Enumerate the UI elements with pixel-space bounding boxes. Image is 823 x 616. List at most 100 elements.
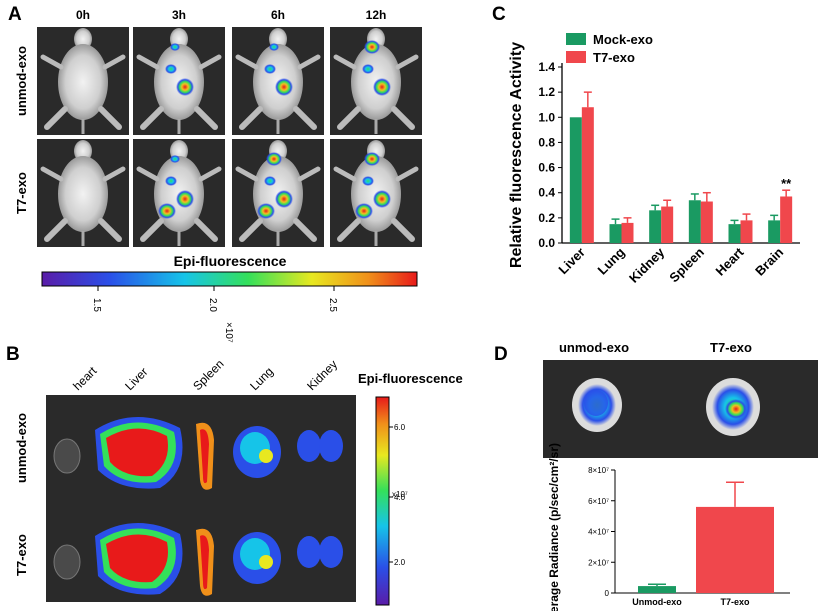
organ-liver (95, 416, 183, 489)
signal-body (264, 64, 276, 74)
c-y-tick-label: 0.4 (538, 186, 555, 200)
panel-c: C 0.0 0.2 0.4 0.6 0.8 1.0 1.2 1.4 Relative fluor… (492, 4, 800, 286)
signal-lower (257, 203, 275, 219)
panel-a-colorbar-tick-label: 1.5 (91, 298, 102, 312)
spleen-core (200, 535, 209, 590)
signal-liver (176, 190, 194, 208)
panel-a-colorbar-tick-label: 2.5 (327, 298, 338, 312)
signal-liver (373, 190, 391, 208)
panel-d-blob-unmod (572, 378, 622, 432)
panel-b-organ-label: Liver (122, 365, 150, 393)
c-x-tick-label: Liver (555, 245, 588, 278)
signal-brain (170, 43, 180, 51)
mouse-limb (239, 218, 263, 242)
mouse-head (74, 140, 92, 162)
organ-heart (53, 438, 81, 474)
panel-d-letter: D (494, 344, 508, 365)
mouse-body (58, 44, 108, 120)
panel-b-colorbar-ticks: 6.0 4.0 2.0 (389, 423, 406, 567)
d-y-tick-label: 6×10⁷ (588, 497, 609, 506)
organ-spleen (196, 422, 214, 490)
panel-b-organ-labels: heart Liver Spleen Lung Kidney (70, 357, 340, 393)
mouse-limb (44, 218, 68, 242)
panel-d-image-label: T7-exo (710, 340, 752, 355)
panel-c-chart: 0.0 0.2 0.4 0.6 0.8 1.0 1.2 1.4 Relative fluores… (508, 32, 800, 286)
organ-lung (233, 426, 281, 478)
organ-spleen (196, 528, 214, 596)
mouse-limb (40, 54, 64, 70)
panel-a-colorbar-ticks: 1.5 2.0 2.5 (91, 286, 338, 312)
mouse-limb (98, 218, 122, 242)
c-y-axis-title: Relative fluorescence Activity (508, 42, 525, 268)
d-x-tick-label: T7-exo (720, 597, 750, 607)
mouse-limb (337, 106, 361, 130)
kidney-left (297, 430, 321, 462)
panel-a-time-label: 12h (366, 8, 387, 22)
signal-brain (364, 152, 380, 166)
c-y-tick-label: 0.6 (538, 161, 555, 175)
liver-core (106, 534, 168, 583)
panel-a-colorbar-tick-label: 2.0 (207, 298, 218, 312)
panel-a-row-labels: unmod-exo T7-exo (14, 46, 29, 214)
c-x-tick-label: Heart (713, 244, 748, 279)
mouse-limb (235, 54, 259, 70)
organ-heart (53, 544, 81, 580)
c-legend-swatch (566, 51, 586, 63)
panel-d-image-labels: unmod-exo T7-exo (559, 340, 752, 355)
panel-a-mouse-tile (133, 27, 225, 135)
c-significance-annotation: ** (781, 176, 792, 191)
c-x-tick-label: Lung (595, 244, 628, 277)
panel-a-mouse-images (37, 27, 422, 247)
mouse-limb (194, 106, 218, 130)
panel-a-mouse-tile (330, 139, 422, 247)
d-bar (638, 586, 676, 593)
d-y-tick-label: 2×10⁷ (588, 558, 609, 567)
c-bar (700, 201, 713, 243)
panel-d: D unmod-exo T7-exo 0 2×10⁷ 4×10⁷ 6×10⁷ 8×10⁷ A… (494, 340, 818, 616)
mouse-limb (136, 166, 160, 182)
c-bar (569, 117, 582, 243)
panel-b-letter: B (6, 344, 20, 365)
panel-b-row-labels: unmod-exo T7-exo (14, 413, 29, 576)
signal-lower (158, 203, 176, 219)
panel-c-letter: C (492, 4, 506, 25)
c-legend-label: T7-exo (593, 50, 635, 65)
spleen-core (200, 429, 209, 484)
panel-b-colorbar (375, 396, 390, 606)
mouse-limb (140, 106, 164, 130)
panel-b-organ-images (53, 416, 343, 596)
panel-a-row-label: unmod-exo (14, 46, 29, 116)
c-bar (609, 224, 622, 243)
organ-lung (233, 532, 281, 584)
mouse-limb (333, 54, 357, 70)
c-y-tick-label: 0.0 (538, 236, 555, 250)
panel-a-time-label: 0h (76, 8, 90, 22)
c-bar (688, 200, 701, 243)
c-bar (740, 220, 753, 243)
mouse-limb (239, 106, 263, 130)
c-bar (581, 107, 594, 243)
mouse-limb (140, 218, 164, 242)
mouse-limb (395, 54, 419, 70)
organ-kidney (297, 430, 343, 462)
signal-body (165, 176, 177, 186)
signal-liver (275, 190, 293, 208)
kidney-left (297, 536, 321, 568)
panel-b-colorbar-tick-label: 6.0 (394, 423, 406, 432)
mouse-limb (194, 218, 218, 242)
mouse-limb (391, 218, 415, 242)
panel-a-time-label: 6h (271, 8, 285, 22)
c-y-tick-label: 1.4 (538, 60, 555, 74)
c-y-tick-label: 1.0 (538, 110, 555, 124)
liver-core (106, 428, 168, 477)
c-y-tick-label: 0.8 (538, 135, 555, 149)
mouse-limb (40, 166, 64, 182)
signal-body (362, 176, 374, 186)
panel-a-mouse-tile (330, 27, 422, 135)
mouse-limb (198, 54, 222, 70)
signal-body (165, 64, 177, 74)
signal-brain (170, 155, 180, 163)
kidney-right (319, 430, 343, 462)
